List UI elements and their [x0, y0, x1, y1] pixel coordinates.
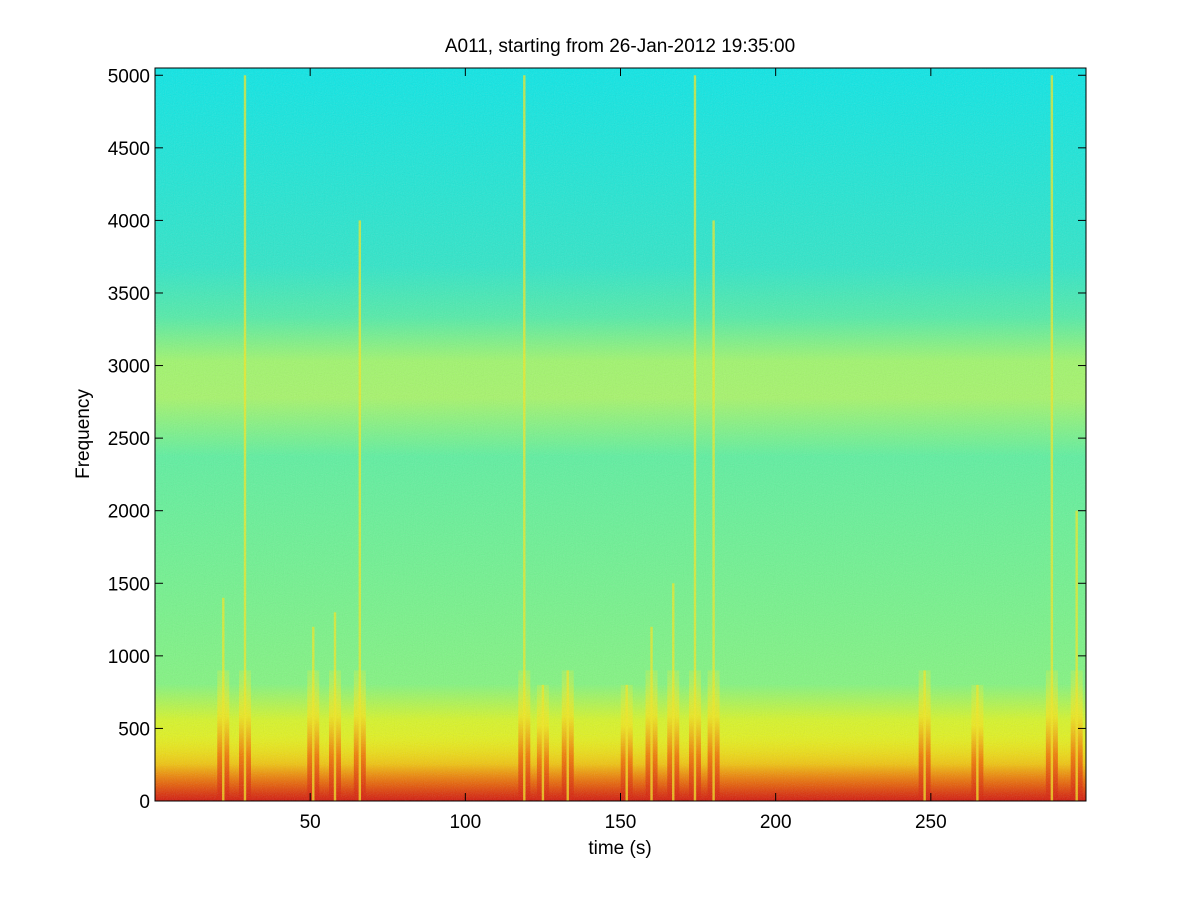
- y-tick-label: 1000: [108, 647, 150, 668]
- y-tick-label: 4000: [108, 211, 150, 232]
- y-axis-label: Frequency: [73, 389, 94, 479]
- x-tick-label: 250: [915, 812, 947, 833]
- x-axis: 50 100 150 200 250: [300, 68, 947, 833]
- y-tick-label: 0: [139, 792, 150, 813]
- spectrogram-noise: [155, 68, 1086, 801]
- x-tick-label: 50: [300, 812, 321, 833]
- y-tick-label: 3500: [108, 284, 150, 305]
- y-tick-label: 1500: [108, 574, 150, 595]
- x-axis-label: time (s): [588, 838, 651, 859]
- y-tick-label: 500: [118, 719, 150, 740]
- y-tick-label: 5000: [108, 66, 150, 87]
- y-axis: 0 500 1000 1500 2000 2500 3000 3500 4000 4500 5000: [108, 66, 1086, 813]
- y-tick-label: 2500: [108, 429, 150, 450]
- x-tick-label: 150: [605, 812, 637, 833]
- plot-area: 50 100 150 200 250 0 500 1000 1500 2000 2500 3000 3…: [108, 66, 1087, 833]
- x-tick-label: 100: [449, 812, 481, 833]
- y-tick-label: 3000: [108, 357, 150, 378]
- y-tick-label: 4500: [108, 139, 150, 160]
- x-tick-label: 200: [760, 812, 792, 833]
- y-tick-label: 2000: [108, 502, 150, 523]
- chart-title: A011, starting from 26-Jan-2012 19:35:00: [445, 36, 795, 57]
